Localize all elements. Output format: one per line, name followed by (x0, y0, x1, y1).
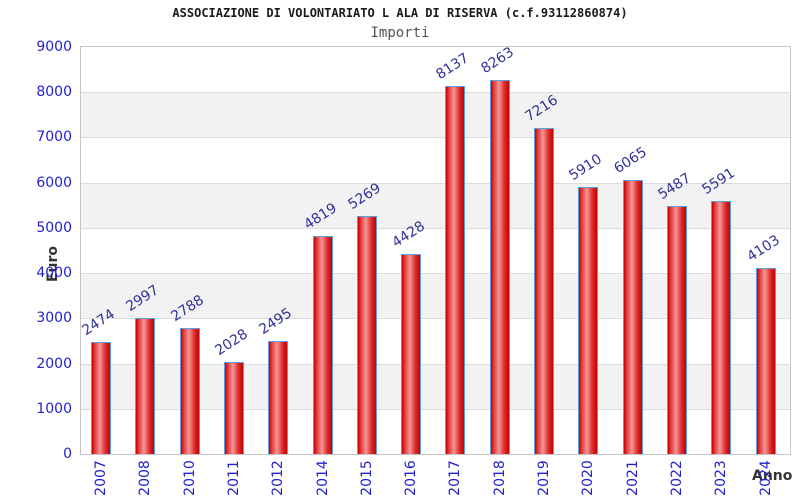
x-tick-label: 2007 (93, 460, 109, 496)
y-tick-label: 2000 (36, 355, 72, 372)
bar (179, 327, 200, 454)
bar (135, 318, 156, 454)
bar (489, 80, 510, 454)
chart-subtitle: Importi (370, 25, 430, 41)
x-tick-label: 2023 (713, 460, 730, 496)
x-tick-label: 2010 (181, 460, 198, 496)
y-tick-label: 1000 (36, 400, 72, 417)
bar (666, 205, 687, 454)
x-tick-label: 2014 (314, 460, 331, 496)
x-tick-label: 2015 (358, 460, 375, 496)
bar (223, 362, 244, 454)
x-tick-label: 2012 (270, 460, 287, 496)
y-tick-label: 8000 (36, 84, 72, 101)
grid-band (81, 92, 790, 138)
bar (622, 179, 643, 454)
bar (356, 215, 377, 454)
grid-band (81, 47, 790, 93)
bar (268, 341, 289, 454)
y-tick-label: 4000 (36, 265, 72, 282)
x-tick-label: 2020 (580, 460, 597, 496)
chart-title: ASSOCIAZIONE DI VOLONTARIATO L ALA DI RI… (172, 6, 628, 20)
y-tick-label: 6000 (36, 174, 72, 191)
x-tick-label: 2019 (536, 460, 552, 496)
y-tick-label: 5000 (36, 219, 72, 236)
x-tick-label: 2021 (624, 460, 641, 496)
x-tick-label: 2022 (668, 460, 685, 496)
x-axis-title: Anno (752, 468, 793, 484)
y-tick-label: 3000 (36, 310, 72, 327)
y-tick-label: 0 (63, 446, 72, 462)
grid-band (81, 137, 790, 183)
plot-area (80, 46, 791, 455)
y-tick-label: 9000 (36, 39, 72, 55)
x-tick-label: 2011 (225, 460, 242, 496)
x-tick-label: 2024 (757, 460, 774, 496)
y-tick-label: 7000 (36, 129, 72, 146)
x-tick-label: 2017 (447, 460, 464, 496)
bar (312, 236, 333, 454)
bar (401, 253, 422, 454)
bar (445, 86, 466, 454)
bar (534, 127, 554, 454)
x-tick-label: 2016 (403, 460, 420, 496)
x-tick-label: 2008 (137, 460, 154, 496)
bar (91, 342, 111, 454)
bar (711, 201, 732, 454)
x-tick-label: 2018 (491, 460, 508, 496)
bar (755, 268, 776, 454)
bar (578, 186, 599, 454)
